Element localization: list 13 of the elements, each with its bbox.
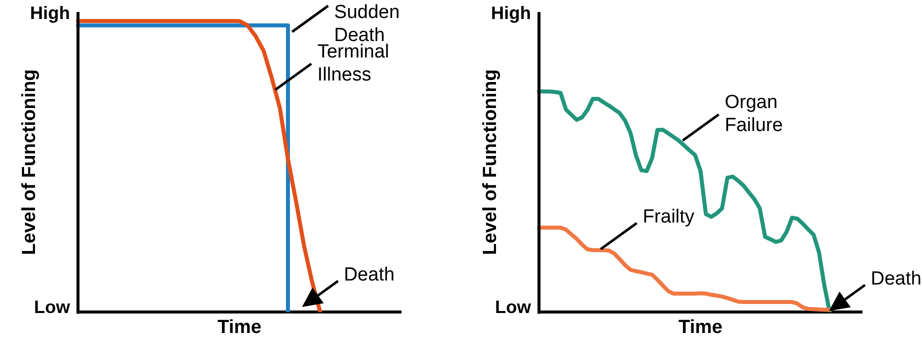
y-axis-title: Level of Functioning	[19, 69, 40, 255]
text: Low	[495, 297, 532, 318]
x-axis-title: Time	[678, 316, 723, 338]
x-axis-title: Time	[217, 316, 262, 338]
text: Death	[870, 268, 922, 290]
annotation: Organ Failure	[724, 92, 783, 136]
annotation: Frailty	[642, 206, 695, 228]
annotation: Terminal Illness	[317, 41, 390, 86]
y-axis-title: Level of Functioning	[480, 69, 502, 255]
text: Low	[34, 297, 71, 318]
text: High	[30, 2, 70, 23]
annotation: Death	[344, 264, 395, 286]
text: High	[491, 2, 531, 23]
